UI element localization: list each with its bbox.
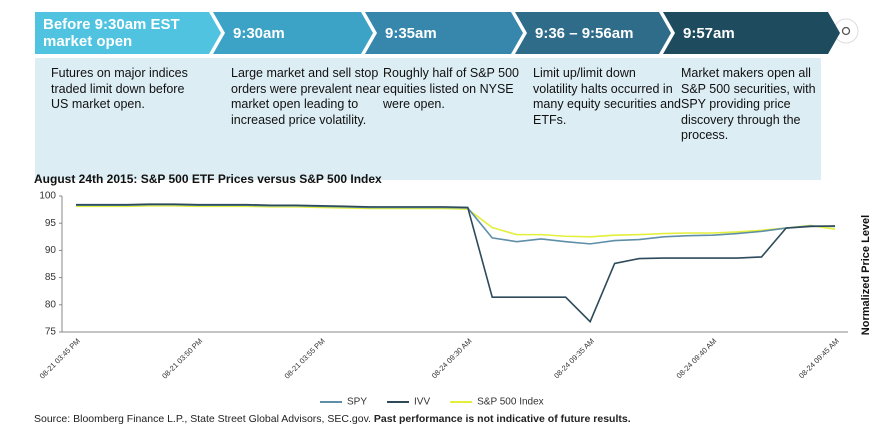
source-note: Source: Bloomberg Finance L.P., State St… <box>34 413 631 425</box>
timeline-step: 9:30am <box>213 12 373 54</box>
timeline-description: Limit up/limit down volatility halts occ… <box>533 66 681 127</box>
description-band <box>35 58 821 180</box>
y-tick-label: 100 <box>39 191 56 202</box>
timeline-description: Market makers open all S&P 500 securitie… <box>681 66 816 142</box>
legend-label: SPY <box>347 397 367 408</box>
timeline-step: Before 9:30am EST market open <box>35 12 221 54</box>
legend-label: IVV <box>414 397 430 408</box>
timeline-description: Roughly half of S&P 500 equities listed … <box>383 66 519 111</box>
y-axis-label: Normalized Price Level <box>860 215 872 335</box>
timeline-step: 9:36 – 9:56am <box>515 12 671 54</box>
x-tick-label: 08-24 09:35 AM <box>552 336 596 380</box>
y-tick-label: 85 <box>45 272 57 283</box>
y-tick-label: 90 <box>45 245 57 256</box>
y-tick-label: 75 <box>45 327 57 338</box>
x-tick-label: 08-24 09:45 AM <box>797 336 841 380</box>
y-tick-label: 80 <box>45 299 57 310</box>
disclaimer: Past performance is not indicative of fu… <box>373 413 631 425</box>
chart-title: August 24th 2015: S&P 500 ETF Prices ver… <box>34 172 382 186</box>
lens-icon[interactable] <box>833 18 859 44</box>
legend-label: S&P 500 Index <box>477 397 544 408</box>
x-tick-label: 08-21 03:55 PM <box>283 336 327 380</box>
timeline-step: 9:57am <box>663 12 840 54</box>
x-tick-label: 08-21 03:45 PM <box>38 336 82 380</box>
x-tick-label: 08-21 03:50 PM <box>160 336 204 380</box>
series-line <box>76 203 836 245</box>
timeline-step: 9:35am <box>365 12 523 54</box>
x-tick-label: 08-24 09:30 AM <box>430 336 474 380</box>
source-text: Source: Bloomberg Finance L.P., State St… <box>34 413 371 425</box>
timeline-description: Futures on major indices traded limit do… <box>51 66 188 111</box>
series-line <box>76 204 836 238</box>
y-tick-label: 95 <box>45 218 57 229</box>
series-line <box>76 203 836 324</box>
x-tick-label: 08-24 09:40 AM <box>675 336 719 380</box>
timeline-description: Large market and sell stop orders were p… <box>231 66 381 127</box>
